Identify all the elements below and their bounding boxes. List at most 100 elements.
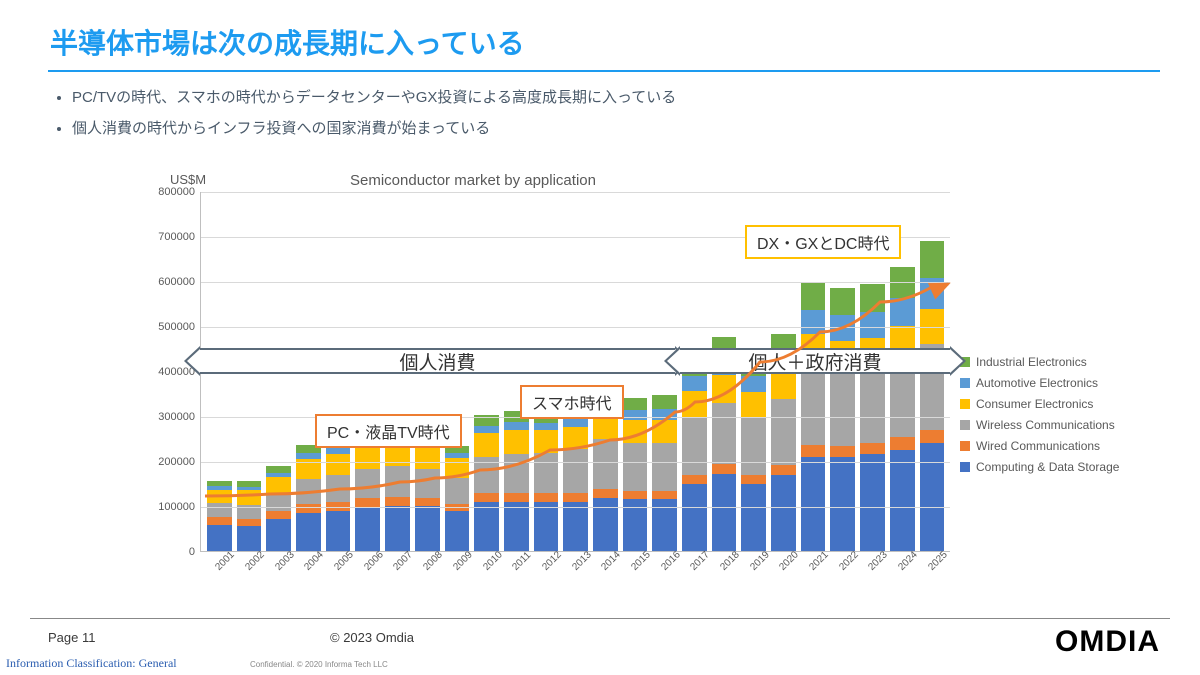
legend-swatch — [960, 462, 970, 472]
legend-label: Computing & Data Storage — [976, 460, 1119, 474]
x-tick-label: 2002 — [243, 549, 267, 573]
seg-consumer — [563, 427, 588, 450]
seg-consumer — [652, 420, 677, 443]
bar-2002: 2002 — [237, 481, 262, 551]
seg-computing — [771, 475, 796, 552]
seg-wireless — [445, 478, 470, 504]
seg-computing — [504, 502, 529, 552]
seg-computing — [593, 498, 618, 551]
seg-consumer — [445, 458, 470, 478]
seg-computing — [355, 507, 380, 551]
seg-wired — [504, 493, 529, 502]
y-tick-label: 300000 — [158, 411, 201, 423]
x-tick-label: 2003 — [273, 549, 297, 573]
legend-label: Wired Communications — [976, 439, 1100, 453]
seg-consumer — [266, 477, 291, 493]
y-tick-label: 200000 — [158, 456, 201, 468]
legend-label: Wireless Communications — [976, 418, 1115, 432]
seg-consumer — [534, 430, 559, 453]
seg-wireless — [801, 366, 826, 445]
classification-label: Information Classification: General — [6, 656, 177, 671]
bar-2011: 2011 — [504, 411, 529, 551]
footer-rule — [30, 618, 1170, 619]
seg-consumer — [623, 420, 648, 443]
seg-wired — [682, 475, 707, 484]
confidential-note: Confidential. © 2020 Informa Tech LLC — [250, 660, 388, 669]
seg-automotive — [860, 312, 885, 338]
seg-industrial — [920, 241, 945, 278]
seg-wired — [712, 464, 737, 474]
x-tick-label: 2001 — [214, 549, 238, 573]
seg-computing — [860, 454, 885, 551]
seg-wired — [623, 491, 648, 499]
bar-2001: 2001 — [207, 481, 232, 551]
x-tick-label: 2013 — [570, 549, 594, 573]
x-tick-label: 2016 — [659, 549, 683, 573]
era-band-personal-gov: 個人＋政府消費 — [680, 348, 950, 374]
x-tick-label: 2007 — [392, 549, 416, 573]
bar-2025: 2025 — [920, 241, 945, 551]
seg-wireless — [623, 443, 648, 492]
seg-wired — [474, 493, 499, 502]
bar-2003: 2003 — [266, 466, 291, 551]
seg-computing — [296, 513, 321, 551]
bar-2013: 2013 — [563, 407, 588, 551]
bar-2024: 2024 — [890, 267, 915, 551]
legend-label: Consumer Electronics — [976, 397, 1093, 411]
seg-automotive — [563, 419, 588, 427]
copyright: © 2023 Omdia — [330, 630, 414, 645]
seg-wireless — [771, 399, 796, 464]
seg-computing — [237, 526, 262, 551]
era-label-dx-gx-dc: DX・GXとDC時代 — [745, 225, 901, 259]
seg-wired — [801, 445, 826, 458]
seg-wired — [593, 489, 618, 498]
x-tick-label: 2015 — [629, 549, 653, 573]
seg-computing — [534, 502, 559, 552]
page-number: Page 11 — [48, 630, 95, 645]
seg-wired — [920, 430, 945, 444]
chart-container: US$M Semiconductor market by application… — [120, 160, 1160, 590]
x-tick-label: 2020 — [778, 549, 802, 573]
seg-computing — [890, 450, 915, 551]
seg-wireless — [534, 453, 559, 494]
seg-wireless — [563, 449, 588, 493]
seg-industrial — [830, 288, 855, 315]
bullet-item: PC/TVの時代、スマホの時代からデータセンターやGX投資による高度成長期に入っ… — [72, 86, 1200, 107]
seg-computing — [741, 484, 766, 551]
legend-swatch — [960, 420, 970, 430]
x-tick-label: 2005 — [332, 549, 356, 573]
seg-wireless — [860, 368, 885, 442]
seg-consumer — [474, 433, 499, 458]
seg-wired — [355, 498, 380, 507]
bar-2016: 2016 — [652, 395, 677, 551]
x-tick-label: 2022 — [837, 549, 861, 573]
seg-industrial — [652, 395, 677, 409]
seg-industrial — [801, 282, 826, 310]
grid-line — [201, 282, 950, 283]
bullet-list: PC/TVの時代、スマホの時代からデータセンターやGX投資による高度成長期に入っ… — [0, 86, 1200, 138]
legend-item-consumer: Consumer Electronics — [960, 397, 1119, 411]
x-tick-label: 2010 — [481, 549, 505, 573]
y-axis-unit: US$M — [170, 172, 206, 187]
seg-wireless — [712, 403, 737, 464]
chart-legend: Industrial ElectronicsAutomotive Electro… — [960, 355, 1119, 481]
seg-wireless — [355, 469, 380, 498]
x-tick-label: 2021 — [807, 549, 831, 573]
x-tick-label: 2004 — [303, 549, 327, 573]
seg-consumer — [504, 430, 529, 455]
seg-wired — [860, 443, 885, 455]
seg-consumer — [712, 375, 737, 403]
seg-computing — [712, 474, 737, 551]
seg-computing — [474, 502, 499, 551]
seg-consumer — [207, 490, 232, 504]
omdia-logo: OMDIA — [1055, 625, 1160, 659]
slide-title: 半導体市場は次の成長期に入っている — [0, 0, 1200, 70]
x-tick-label: 2019 — [748, 549, 772, 573]
seg-automotive — [682, 376, 707, 390]
y-tick-label: 800000 — [158, 186, 201, 198]
seg-automotive — [474, 426, 499, 433]
y-tick-label: 700000 — [158, 231, 201, 243]
grid-line — [201, 192, 950, 193]
seg-wireless — [593, 439, 618, 489]
seg-computing — [326, 511, 351, 552]
